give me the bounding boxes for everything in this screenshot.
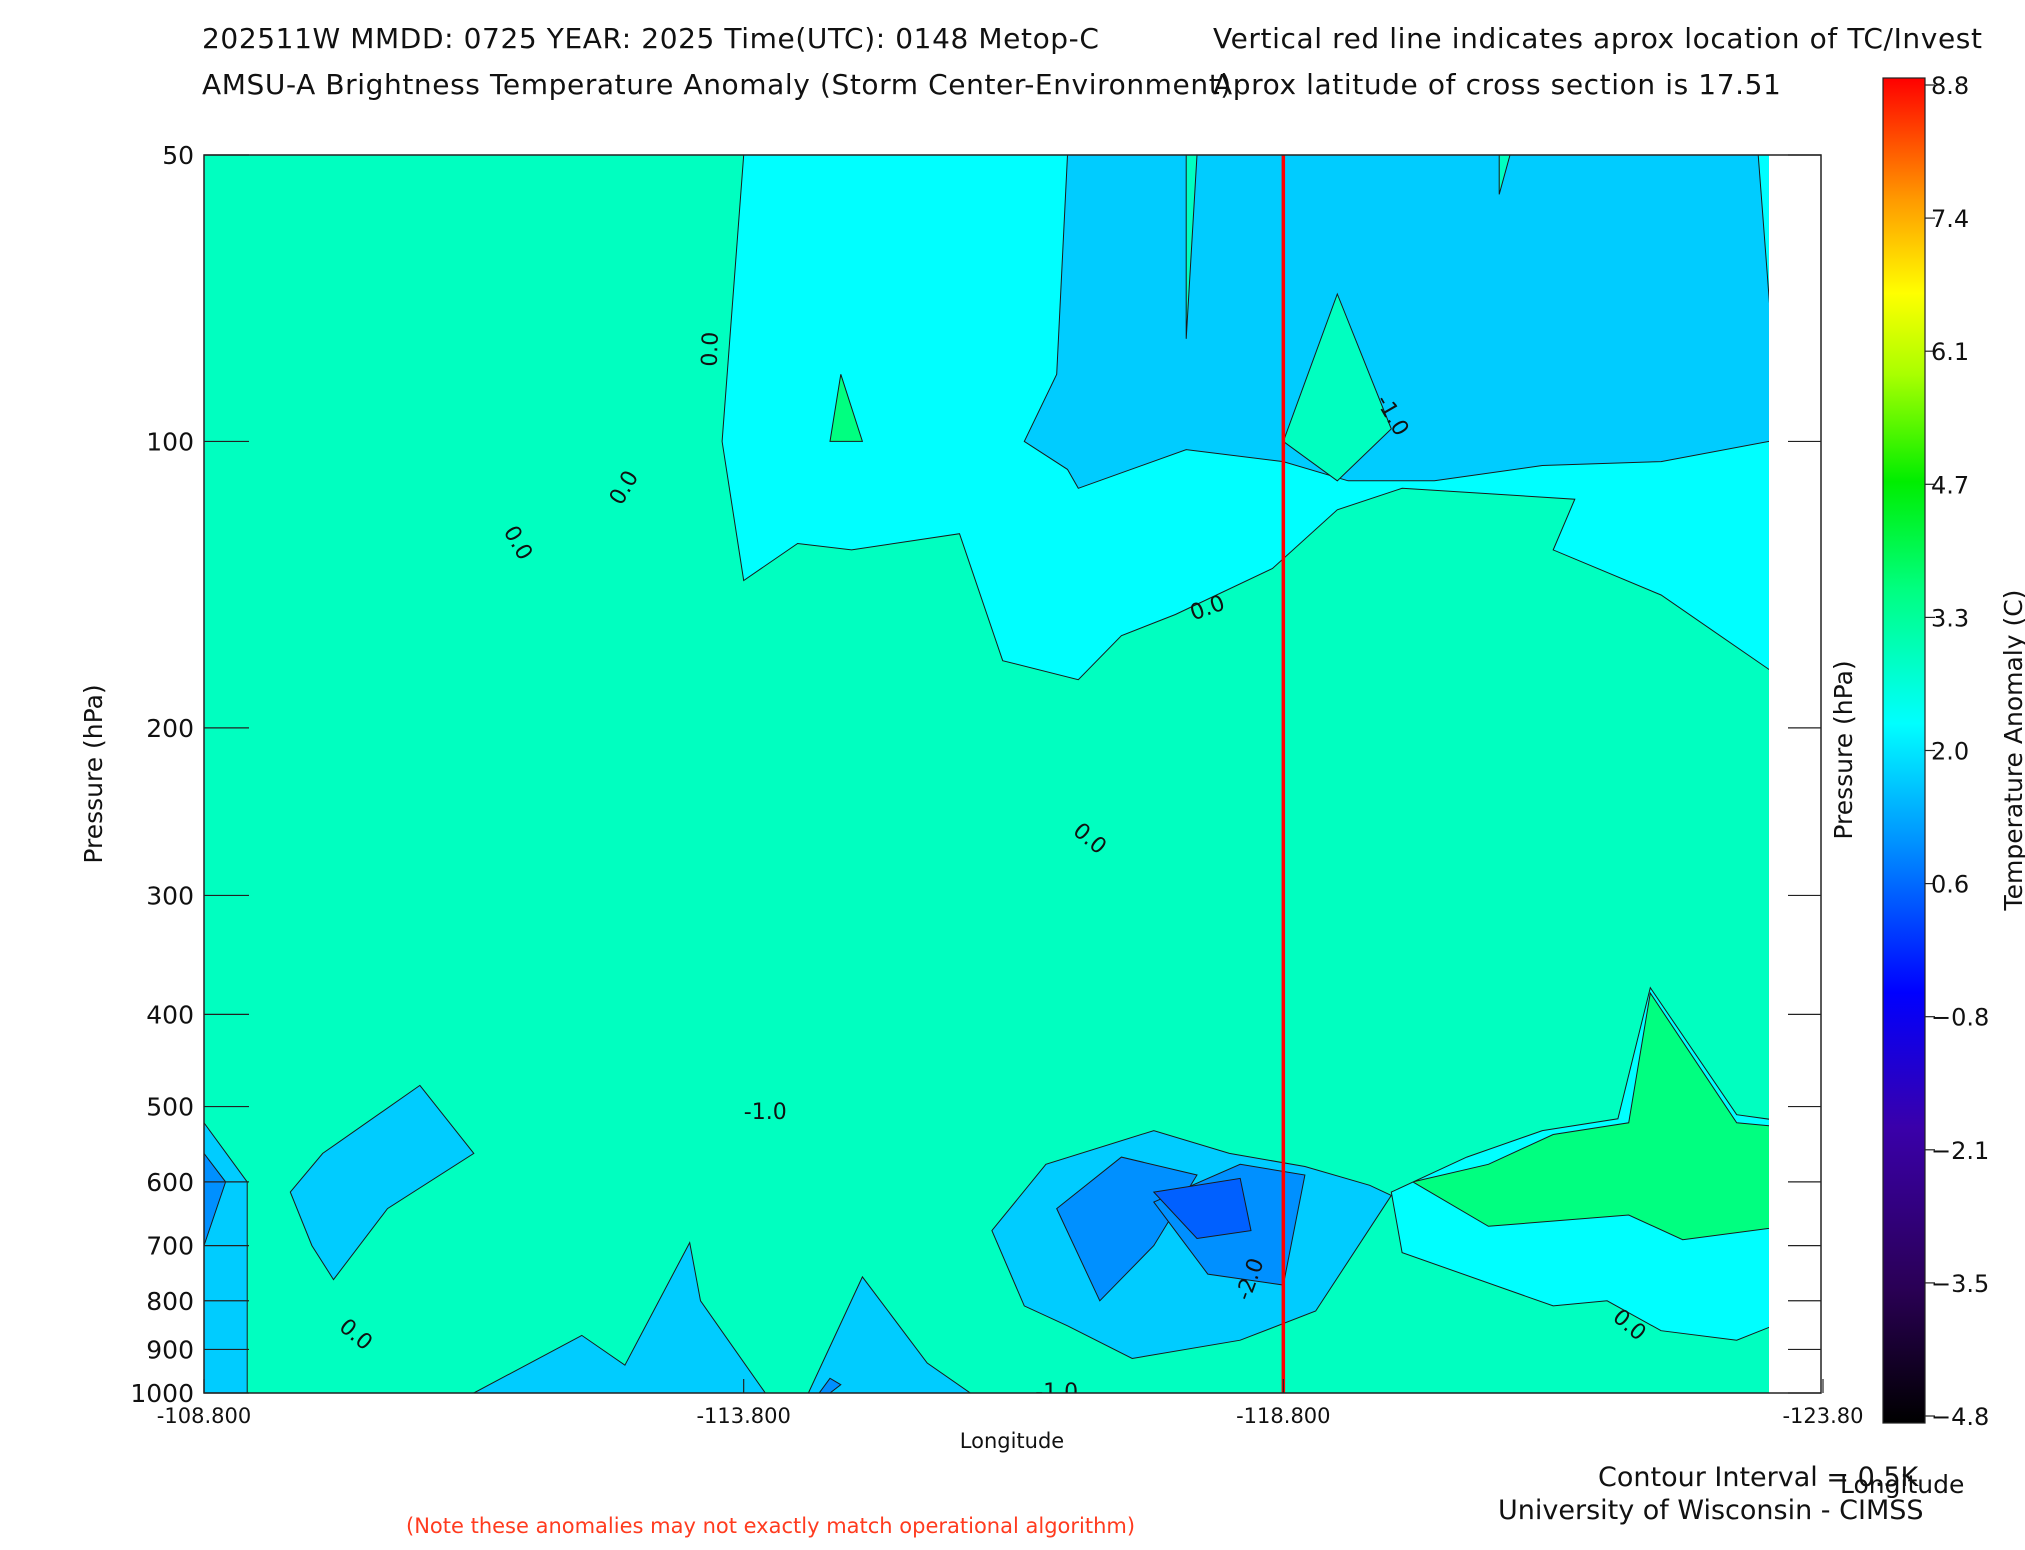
contour-region-13 bbox=[807, 1275, 972, 1393]
y-tick-label-5: 500 bbox=[146, 1093, 194, 1122]
x-tick-label-2: -118.800 bbox=[1236, 1404, 1330, 1428]
colorbar-tick-label-6: 0.6 bbox=[1931, 871, 1969, 899]
contour-label-0: 0.0 bbox=[698, 331, 724, 367]
contour-region-22 bbox=[204, 1152, 227, 1246]
credit: University of Wisconsin - CIMSS bbox=[1498, 1495, 1924, 1526]
colorbar-tick-label-10: −4.8 bbox=[1931, 1403, 1989, 1431]
contour-region-24 bbox=[1152, 1177, 1252, 1240]
contour-label-6: -1.0 bbox=[744, 1100, 787, 1125]
y-axis: 50 100 200 300 400 500 600 700 800 900 1000 bbox=[130, 141, 1821, 1408]
colorbar-tick-label-4: 3.3 bbox=[1931, 604, 1969, 632]
colorbar-tick-label-2: 6.1 bbox=[1931, 338, 1969, 366]
y-tick-label-9: 900 bbox=[146, 1335, 194, 1364]
contour-region-23 bbox=[818, 1377, 842, 1393]
latitude-note: Aprox latitude of cross section is 17.51 bbox=[1213, 68, 1782, 101]
colorbar-tick-label-7: −0.8 bbox=[1931, 1004, 1989, 1032]
contour-region-18 bbox=[1185, 155, 1198, 339]
colorbar-tick-label-8: −2.1 bbox=[1931, 1137, 1989, 1165]
x-axis-label-secondary: Longitude bbox=[1840, 1470, 1964, 1499]
contour-region-11 bbox=[289, 1084, 475, 1281]
contour-interval: Contour Interval = 0.5K bbox=[1598, 1462, 1919, 1493]
y-tick-label-6: 600 bbox=[146, 1168, 194, 1197]
y-tick-label-2: 200 bbox=[146, 714, 194, 743]
colorbar-tick-label-3: 4.7 bbox=[1931, 471, 1969, 499]
x-axis: -108.800 -113.800 -118.800 -123.80 bbox=[157, 1379, 1864, 1428]
title-line-2: AMSU-A Brightness Temperature Anomaly (S… bbox=[202, 68, 1232, 101]
y-tick-label-1: 100 bbox=[146, 427, 194, 456]
contour-region-3 bbox=[829, 374, 864, 442]
y-axis-right-label: Pressure (hPa) bbox=[1829, 660, 1858, 839]
plot-frame bbox=[203, 154, 1822, 1394]
y-tick-label-7: 700 bbox=[146, 1232, 194, 1261]
contour-region-12 bbox=[473, 1241, 766, 1393]
contour-region-17 bbox=[1282, 292, 1392, 482]
contour-region-6 bbox=[1411, 991, 1769, 1241]
colorbar: 8.8 7.4 6.1 4.7 3.3 2.0 0.6 −0.8 −2.1 −3.5 −4.8 Te… bbox=[1882, 72, 2025, 1431]
colorbar-tick-label-0: 8.8 bbox=[1931, 72, 1969, 100]
y-tick-label-4: 400 bbox=[146, 1000, 194, 1029]
x-axis-label: Longitude bbox=[960, 1429, 1064, 1453]
y-tick-label-8: 800 bbox=[146, 1287, 194, 1316]
algorithm-note: (Note these anomalies may not exactly ma… bbox=[406, 1514, 1136, 1538]
y-tick-label-0: 50 bbox=[162, 141, 194, 170]
y-tick-label-10: 1000 bbox=[130, 1379, 194, 1408]
contour-region-15 bbox=[1023, 155, 1769, 489]
anomaly-contours bbox=[204, 155, 1769, 1393]
x-tick-label-3: -123.80 bbox=[1782, 1404, 1863, 1428]
y-tick-label-3: 300 bbox=[146, 881, 194, 910]
contour-label-10: -1.0 bbox=[1035, 1380, 1078, 1405]
colorbar-tick-label-5: 2.0 bbox=[1931, 738, 1969, 766]
x-tick-label-1: -113.800 bbox=[696, 1404, 790, 1428]
contour-region-19 bbox=[1498, 155, 1511, 195]
colorbar-gradient bbox=[1882, 77, 1926, 1424]
colorbar-tick-label-1: 7.4 bbox=[1931, 205, 1969, 233]
colorbar-tick-label-9: −3.5 bbox=[1931, 1270, 1989, 1298]
title-line-1: 202511W MMDD: 0725 YEAR: 2025 Time(UTC):… bbox=[202, 22, 1100, 55]
colorbar-title: Temperature Anomaly (C) bbox=[1999, 590, 2025, 912]
x-tick-label-0: -108.800 bbox=[157, 1404, 251, 1428]
storm-line-note: Vertical red line indicates aprox locati… bbox=[1213, 22, 1983, 55]
contour-region-9 bbox=[204, 155, 1769, 1393]
y-axis-label: Pressure (hPa) bbox=[79, 684, 108, 863]
